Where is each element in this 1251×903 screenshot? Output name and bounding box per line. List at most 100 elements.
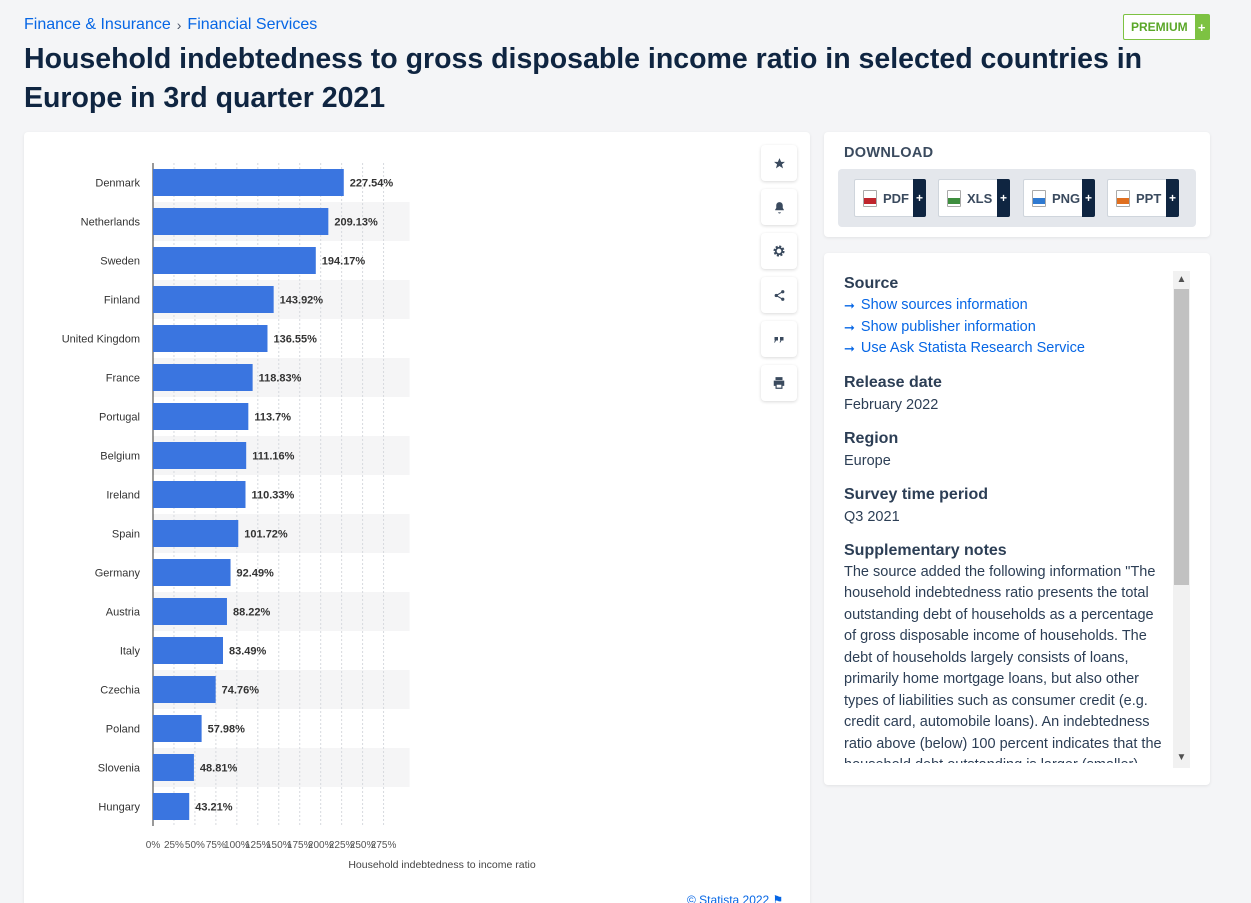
- premium-label: PREMIUM: [1131, 20, 1188, 34]
- value-label: 43.21%: [195, 802, 233, 814]
- category-label: Slovenia: [98, 763, 141, 775]
- x-tick-label: 50%: [185, 840, 205, 851]
- download-panel: DOWNLOAD PDF + XLS + PNG + PPT +: [824, 132, 1210, 237]
- release-date-heading: Release date: [844, 373, 942, 391]
- x-tick-label: 25%: [164, 840, 184, 851]
- bar[interactable]: [153, 598, 227, 625]
- bar[interactable]: [153, 715, 202, 742]
- breadcrumb-separator: ›: [176, 17, 182, 33]
- value-label: 101.72%: [244, 529, 288, 541]
- supplementary-notes-text: The source added the following informati…: [844, 563, 1162, 764]
- bar[interactable]: [153, 403, 249, 430]
- x-axis-label: Household indebtedness to income ratio: [348, 859, 536, 871]
- bar[interactable]: [153, 481, 246, 508]
- value-label: 57.98%: [208, 724, 246, 736]
- download-xls-button[interactable]: XLS +: [938, 179, 1010, 217]
- bar[interactable]: [153, 325, 268, 352]
- bar[interactable]: [153, 364, 253, 391]
- gear-icon: [773, 245, 785, 257]
- bar-chart: Denmark 227.54% Netherlands 209.13% Sweden 19…: [62, 163, 536, 871]
- scroll-down-arrow-icon[interactable]: ▼: [1176, 752, 1187, 763]
- scroll-up-arrow-icon[interactable]: ▲: [1176, 274, 1187, 285]
- category-label: United Kingdom: [62, 334, 140, 346]
- png-file-icon: [1032, 189, 1046, 207]
- value-label: 92.49%: [237, 568, 275, 580]
- plus-icon: +: [913, 179, 926, 217]
- xls-file-icon: [947, 189, 961, 207]
- x-tick-label: 200%: [308, 840, 334, 851]
- arrow-right-icon: ➞: [844, 341, 855, 356]
- settings-button[interactable]: [761, 233, 797, 269]
- breadcrumb-link-financial-services[interactable]: Financial Services: [187, 16, 318, 33]
- x-tick-label: 225%: [329, 840, 355, 851]
- source-info-scroll-area[interactable]: Source ➞ Show sources information ➞ Show p…: [844, 273, 1162, 763]
- category-label: Hungary: [98, 802, 140, 814]
- x-tick-label: 100%: [224, 840, 250, 851]
- region-heading: Region: [844, 429, 899, 447]
- show-publisher-link[interactable]: ➞ Show publisher information: [844, 317, 1162, 339]
- show-publisher-label: Show publisher information: [860, 318, 1036, 335]
- download-tray: PDF + XLS + PNG + PPT +: [838, 169, 1196, 227]
- bar[interactable]: [153, 559, 231, 586]
- category-label: Poland: [106, 724, 140, 736]
- notification-button[interactable]: [761, 189, 797, 225]
- region-value: Europe: [844, 452, 891, 469]
- plus-icon: +: [1082, 179, 1095, 217]
- x-tick-label: 125%: [245, 840, 271, 851]
- category-label: France: [106, 373, 140, 385]
- bar[interactable]: [153, 676, 216, 703]
- chart-toolbar: [761, 145, 797, 401]
- bar[interactable]: [153, 247, 316, 274]
- source-heading: Source: [844, 275, 899, 292]
- survey-period-heading: Survey time period: [844, 485, 989, 503]
- plus-icon: +: [997, 179, 1010, 217]
- share-icon: [774, 289, 784, 301]
- scrollbar-thumb[interactable]: [1174, 289, 1189, 585]
- bell-icon: [774, 201, 784, 213]
- show-sources-link[interactable]: ➞ Show sources information: [844, 295, 1162, 317]
- category-label: Portugal: [99, 412, 140, 424]
- x-tick-label: 275%: [371, 840, 397, 851]
- category-label: Germany: [95, 568, 141, 580]
- download-ppt-button[interactable]: PPT +: [1107, 179, 1179, 217]
- download-xls-label: XLS: [967, 190, 993, 206]
- show-sources-label: Show sources information: [860, 297, 1028, 313]
- value-label: 136.55%: [273, 334, 317, 346]
- print-button[interactable]: [761, 365, 797, 401]
- favorite-button[interactable]: [761, 145, 797, 181]
- ppt-file-icon: [1116, 189, 1130, 207]
- value-label: 227.54%: [350, 178, 394, 190]
- download-png-button[interactable]: PNG +: [1023, 179, 1095, 217]
- category-label: Italy: [120, 646, 141, 658]
- share-button[interactable]: [761, 277, 797, 313]
- copyright-link[interactable]: © Statista 2022 ⚑: [687, 893, 784, 903]
- x-tick-label: 75%: [206, 840, 226, 851]
- cite-button[interactable]: [761, 321, 797, 357]
- bar[interactable]: [153, 520, 239, 547]
- bar[interactable]: [153, 286, 274, 313]
- x-tick-label: 0%: [146, 840, 161, 851]
- survey-period-value: Q3 2021: [844, 508, 900, 525]
- bar[interactable]: [153, 754, 194, 781]
- download-title: DOWNLOAD: [844, 145, 934, 161]
- bar[interactable]: [153, 793, 190, 820]
- bar[interactable]: [153, 442, 247, 469]
- arrow-right-icon: ➞: [844, 298, 855, 313]
- download-pdf-button[interactable]: PDF +: [854, 179, 926, 217]
- bar[interactable]: [153, 169, 344, 196]
- category-label: Austria: [106, 607, 141, 619]
- category-label: Czechia: [100, 685, 141, 697]
- premium-badge[interactable]: PREMIUM +: [1123, 14, 1210, 40]
- ask-statista-link[interactable]: ➞ Use Ask Statista Research Service: [844, 338, 1162, 360]
- star-icon: [773, 157, 785, 168]
- value-label: 209.13%: [334, 217, 378, 229]
- value-label: 118.83%: [259, 373, 302, 385]
- breadcrumb: Finance & Insurance › Financial Services: [24, 16, 317, 34]
- download-pdf-label: PDF: [883, 190, 909, 206]
- breadcrumb-link-finance[interactable]: Finance & Insurance: [24, 16, 171, 33]
- bar[interactable]: [153, 208, 329, 235]
- bar[interactable]: [153, 637, 223, 664]
- value-label: 111.16%: [252, 451, 294, 463]
- value-label: 143.92%: [280, 295, 324, 307]
- download-ppt-label: PPT: [1136, 190, 1162, 206]
